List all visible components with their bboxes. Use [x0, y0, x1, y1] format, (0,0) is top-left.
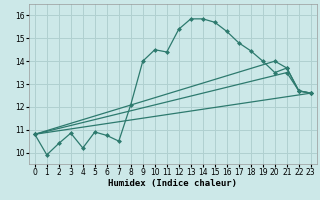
- X-axis label: Humidex (Indice chaleur): Humidex (Indice chaleur): [108, 179, 237, 188]
